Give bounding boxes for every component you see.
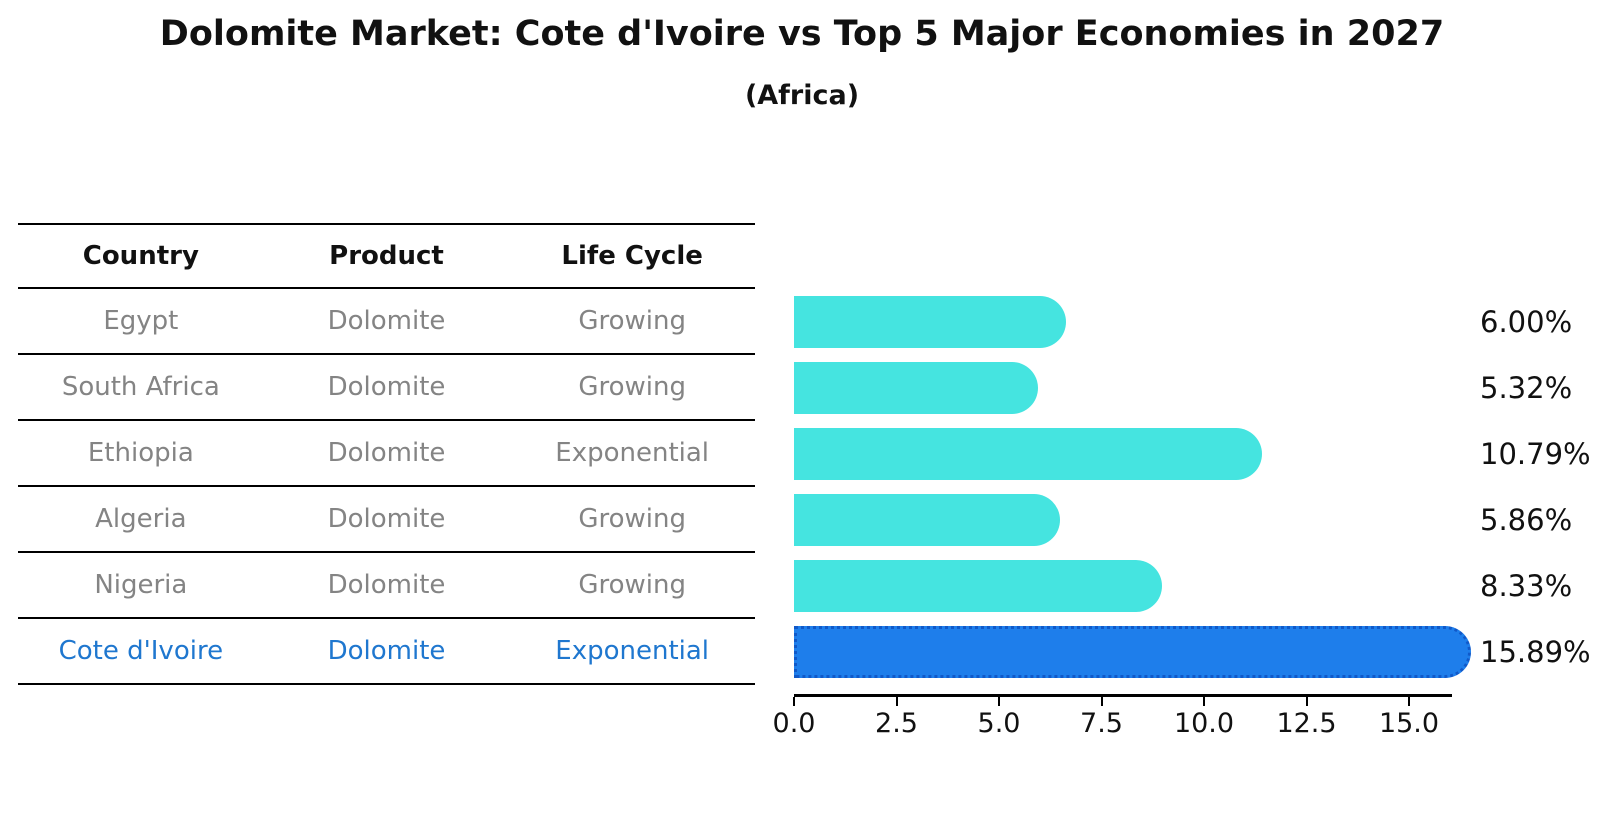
value-label: 15.89% <box>1480 635 1591 669</box>
x-tick-label: 2.5 <box>875 708 918 739</box>
bar-Egypt <box>794 296 1066 348</box>
x-tick-label: 5.0 <box>977 708 1021 739</box>
table-row: Cote d'Ivoire Dolomite Exponential <box>18 619 755 685</box>
table-cell-product: Dolomite <box>327 438 446 468</box>
bar-Ethiopia <box>794 428 1263 480</box>
table-cell-life-cycle: Growing <box>578 570 686 600</box>
value-label: 5.32% <box>1480 371 1573 405</box>
bar-highlight-Cote d'Ivoire <box>794 626 1472 678</box>
table-cell-country: Ethiopia <box>87 438 194 468</box>
bar-Algeria <box>794 494 1061 546</box>
x-tick <box>1408 697 1410 706</box>
table-header-country: Country <box>82 241 199 271</box>
x-tick <box>1203 697 1205 706</box>
table-cell-product: Dolomite <box>327 570 446 600</box>
table-cell-country: Algeria <box>95 504 187 534</box>
table-header-product: Product <box>329 241 444 271</box>
table-cell-product: Dolomite <box>327 636 446 666</box>
value-label: 8.33% <box>1480 569 1573 603</box>
x-tick <box>895 697 898 706</box>
bar-South Africa <box>794 362 1039 414</box>
chart-title: Dolomite Market: Cote d'Ivoire vs Top 5 … <box>159 14 1445 54</box>
table-cell-product: Dolomite <box>327 306 446 336</box>
table-cell-product: Dolomite <box>327 504 446 534</box>
table-cell-country: Egypt <box>103 306 179 336</box>
bar-Nigeria <box>794 560 1162 612</box>
table-header-row: Country Product Life Cycle <box>18 223 755 289</box>
table-cell-country: Cote d'Ivoire <box>58 636 224 666</box>
table-row: Ethiopia Dolomite Exponential <box>18 421 755 487</box>
x-axis-line <box>794 694 1452 697</box>
chart-subtitle: (Africa) <box>744 80 860 111</box>
x-tick-label: 15.0 <box>1378 708 1440 739</box>
table-cell-life-cycle: Exponential <box>555 438 710 468</box>
x-tick-label: 7.5 <box>1080 708 1123 739</box>
table-cell-life-cycle: Growing <box>578 372 686 402</box>
table-row: Nigeria Dolomite Growing <box>18 553 755 619</box>
x-tick-label: 12.5 <box>1276 708 1337 739</box>
table-cell-life-cycle: Exponential <box>555 636 710 666</box>
table-row: South Africa Dolomite Growing <box>18 355 755 421</box>
table-row: Egypt Dolomite Growing <box>18 289 755 355</box>
table-row: Algeria Dolomite Growing <box>18 487 755 553</box>
table-cell-life-cycle: Growing <box>578 306 686 336</box>
value-label: 6.00% <box>1480 305 1573 339</box>
x-tick <box>793 697 795 706</box>
x-tick <box>1305 697 1308 706</box>
table-cell-life-cycle: Growing <box>578 504 686 534</box>
table-cell-country: Nigeria <box>94 570 188 600</box>
x-tick-label: 0.0 <box>772 708 816 739</box>
table-cell-product: Dolomite <box>327 372 446 402</box>
x-tick <box>1100 697 1103 706</box>
table-header-life-cycle: Life Cycle <box>561 241 703 271</box>
table-body: Egypt Dolomite Growing South Africa Dolo… <box>18 289 755 685</box>
table-cell-country: South Africa <box>61 372 220 402</box>
value-label: 10.79% <box>1480 437 1591 471</box>
value-label: 5.86% <box>1480 503 1573 537</box>
comparison-table: Country Product Life Cycle Egypt Dolomit… <box>18 223 755 685</box>
x-tick <box>998 697 1000 706</box>
x-tick-label: 10.0 <box>1173 708 1235 739</box>
